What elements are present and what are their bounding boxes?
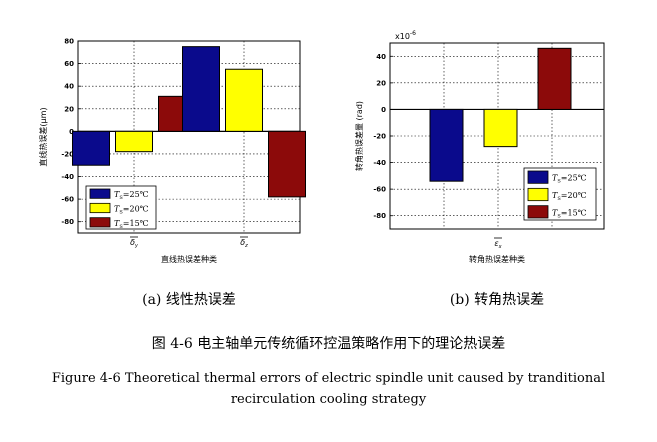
legend: TS=25℃ TS=20℃ TS=15℃ <box>85 185 157 230</box>
bar-ts25-1 <box>182 46 220 132</box>
bar-ts25-0 <box>72 130 110 166</box>
bar-ts20-0 <box>483 108 518 148</box>
legend-label: TS=25℃ <box>114 190 149 201</box>
bar-ts25-0 <box>429 108 464 182</box>
bar-ts15-0 <box>537 47 572 110</box>
y-tick-label: 60 <box>64 60 74 68</box>
y-tick-label: -20 <box>373 133 386 141</box>
legend-swatch <box>89 217 111 228</box>
chart-linear-error: 80 60 40 20 0 -20 -40 -60 -80 δy δz 直线热误差(μm) 直线热误差种… <box>38 38 306 308</box>
y-axis-label: 转角热误差量 (rad) <box>354 101 364 171</box>
y-tick-label: 20 <box>376 79 386 87</box>
y-scale-note: x10-6 <box>395 30 416 41</box>
y-tick-label: 40 <box>64 83 74 91</box>
legend-label: TS=20℃ <box>114 205 149 216</box>
category-label: δz <box>240 238 248 249</box>
y-tick-label: 20 <box>64 105 74 113</box>
x-axis-label: 转角热误差种类 <box>469 254 525 264</box>
subplot-caption: (b) 转角热误差 <box>450 292 544 308</box>
y-tick-label: -80 <box>373 212 386 220</box>
y-tick-label: 80 <box>64 38 74 46</box>
caption-english-line2: recirculation cooling strategy <box>230 392 427 407</box>
legend-swatch <box>89 188 111 199</box>
chart-angular-error: 40 20 0 -20 -40 -60 -80 εx x10-6 转角热误差量 (rad) 转角热误… <box>354 30 605 308</box>
y-tick-label: 0 <box>381 106 386 114</box>
y-tick-label: -60 <box>373 186 386 194</box>
category-label: εx <box>494 239 501 250</box>
legend-label: TS=15℃ <box>552 208 587 219</box>
bar-ts20-0 <box>115 130 153 153</box>
legend-label: TS=15℃ <box>114 219 149 230</box>
y-tick-label: 40 <box>376 53 386 61</box>
x-axis-label: 直线热误差种类 <box>161 254 217 264</box>
legend-label: TS=25℃ <box>552 174 587 185</box>
bar-ts15-1 <box>268 130 306 198</box>
caption-chinese: 图 4-6 电主轴单元传统循环控温策略作用下的理论热误差 <box>151 336 506 352</box>
y-tick-label: -60 <box>61 196 74 204</box>
legend-label: TS=20℃ <box>552 191 587 202</box>
y-tick-label: -40 <box>61 173 74 181</box>
legend-swatch <box>527 187 549 202</box>
y-tick-label: -80 <box>61 218 74 226</box>
bar-ts20-1 <box>225 68 263 132</box>
legend-swatch <box>527 205 549 219</box>
caption-english-line1: Figure 4-6 Theoretical thermal errors of… <box>51 371 606 386</box>
legend-swatch <box>89 202 111 214</box>
y-axis-label: 直线热误差(μm) <box>38 107 48 166</box>
legend-swatch <box>527 170 549 184</box>
category-label: δy <box>130 238 139 249</box>
legend: TS=25℃ TS=20℃ TS=15℃ <box>523 167 597 221</box>
subplot-caption: (a) 线性热误差 <box>142 292 236 308</box>
y-tick-label: 0 <box>69 128 74 136</box>
y-tick-label: -20 <box>61 150 74 158</box>
y-tick-label: -40 <box>373 159 386 167</box>
